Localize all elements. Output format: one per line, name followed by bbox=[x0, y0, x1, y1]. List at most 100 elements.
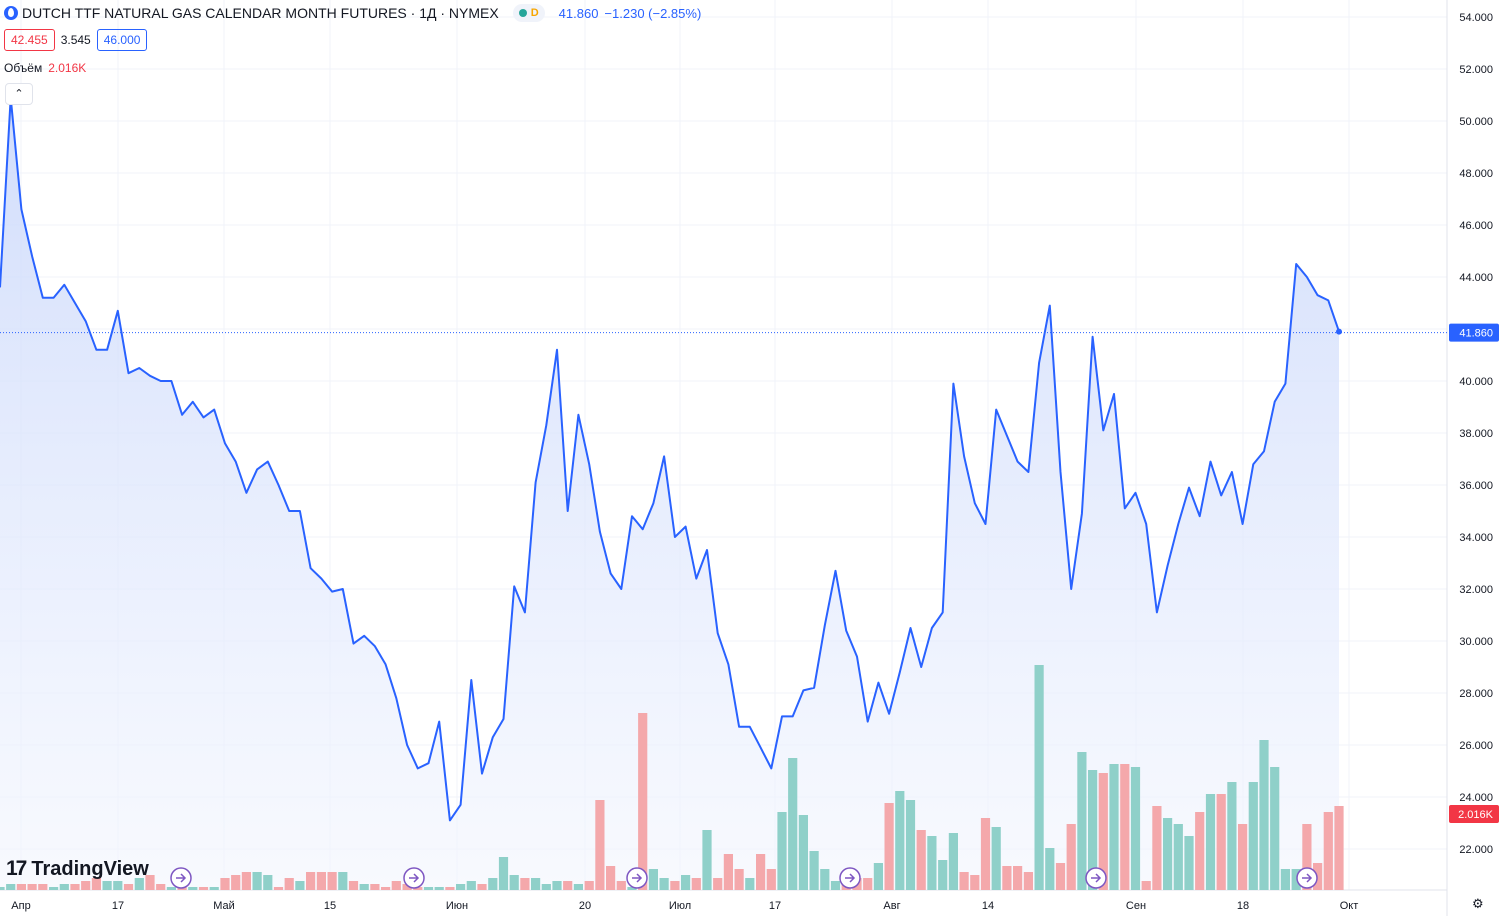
x-tick-label: Июн bbox=[446, 900, 468, 912]
volume-bar bbox=[734, 869, 744, 890]
volume-bar bbox=[16, 884, 26, 890]
volume-bar bbox=[1227, 782, 1237, 890]
volume-bar bbox=[1248, 782, 1258, 890]
y-tick-label: 34.000 bbox=[1459, 532, 1493, 544]
volume-bar bbox=[284, 878, 294, 890]
y-tick-label: 46.000 bbox=[1459, 220, 1493, 232]
volume-bar bbox=[509, 875, 519, 890]
volume-bar bbox=[1270, 767, 1280, 890]
volume-bar bbox=[616, 881, 626, 890]
volume-bar bbox=[873, 863, 883, 890]
volume-bar bbox=[573, 884, 583, 890]
volume-bar bbox=[1280, 869, 1290, 890]
volume-bar bbox=[423, 887, 434, 890]
volume-bar bbox=[38, 884, 48, 890]
collapse-legend-button[interactable]: ⌃ bbox=[5, 83, 33, 105]
volume-bar bbox=[830, 881, 841, 890]
volume-bar bbox=[948, 833, 958, 890]
volume-bar bbox=[327, 872, 337, 890]
y-tick-label: 24.000 bbox=[1459, 792, 1493, 804]
volume-bar bbox=[766, 869, 776, 890]
volume-bar bbox=[27, 884, 37, 890]
volume-bar bbox=[198, 887, 209, 890]
volume-bar bbox=[295, 881, 305, 890]
y-tick-label: 28.000 bbox=[1459, 688, 1493, 700]
volume-legend[interactable]: Объём 2.016K bbox=[4, 61, 86, 75]
tradingview-mark-icon: 17 bbox=[6, 857, 27, 880]
volume-bar bbox=[1045, 848, 1055, 890]
volume-bar bbox=[756, 854, 766, 890]
ask-button[interactable]: 46.000 bbox=[96, 29, 148, 51]
x-tick-label: Авг bbox=[883, 900, 900, 912]
x-tick-label: 17 bbox=[769, 900, 781, 912]
volume-bar bbox=[445, 887, 455, 890]
volume-bar bbox=[70, 884, 80, 890]
chart-settings-icon[interactable]: ⚙ bbox=[1472, 896, 1484, 911]
volume-bar bbox=[884, 803, 894, 890]
y-tick-label: 32.000 bbox=[1459, 584, 1493, 596]
volume-bar bbox=[991, 827, 1001, 890]
volume-bar bbox=[316, 872, 326, 890]
volume-bar bbox=[595, 800, 605, 890]
last-price-point bbox=[1336, 328, 1342, 335]
volume-bar bbox=[188, 887, 198, 890]
volume-bar bbox=[1205, 794, 1216, 890]
volume-bar bbox=[434, 887, 444, 890]
y-tick-label: 38.000 bbox=[1459, 428, 1493, 440]
volume-bar bbox=[959, 872, 969, 890]
volume-bar bbox=[606, 866, 616, 890]
bid-button[interactable]: 42.455 bbox=[4, 29, 55, 51]
volume-bar bbox=[156, 884, 166, 890]
volume-bar bbox=[1023, 872, 1033, 890]
event-arrow-icon bbox=[409, 873, 420, 883]
y-tick-label: 50.000 bbox=[1459, 116, 1493, 128]
x-tick-label: Апр bbox=[11, 900, 30, 912]
volume-bar bbox=[338, 872, 348, 890]
volume-bar bbox=[370, 884, 380, 890]
volume-legend-value: 2.016K bbox=[48, 61, 87, 75]
volume-bar bbox=[1259, 740, 1269, 890]
y-tick-label: 44.000 bbox=[1459, 272, 1493, 284]
symbol-title[interactable]: DUTCH TTF NATURAL GAS CALENDAR MONTH FUT… bbox=[22, 5, 499, 21]
volume-bar bbox=[1109, 764, 1119, 890]
volume-bar bbox=[584, 881, 594, 890]
current-price-tag-label: 41.860 bbox=[1459, 328, 1493, 340]
volume-bar bbox=[488, 878, 498, 890]
volume-bar bbox=[863, 878, 873, 890]
volume-bar bbox=[49, 887, 59, 890]
volume-bar bbox=[1216, 794, 1226, 890]
volume-bar bbox=[659, 878, 669, 890]
volume-bar bbox=[702, 830, 712, 890]
volume-bar bbox=[1323, 812, 1333, 890]
market-status-pill[interactable]: D bbox=[512, 4, 545, 22]
event-arrow-icon bbox=[1091, 873, 1102, 883]
volume-bar bbox=[745, 878, 755, 890]
x-tick-label: Сен bbox=[1126, 900, 1146, 912]
volume-bar bbox=[788, 758, 798, 890]
spread-value: 3.545 bbox=[60, 33, 91, 47]
volume-bar bbox=[402, 884, 412, 890]
price-area-fill bbox=[0, 97, 1339, 891]
volume-bar bbox=[477, 884, 487, 890]
volume-bar bbox=[670, 881, 680, 890]
flame-icon bbox=[4, 6, 18, 20]
volume-bar bbox=[691, 878, 701, 890]
volume-bar bbox=[252, 872, 262, 890]
volume-bar bbox=[359, 884, 369, 890]
volume-bar bbox=[798, 815, 808, 890]
volume-bar bbox=[263, 875, 273, 890]
volume-bar bbox=[681, 875, 691, 890]
x-tick-label: Май bbox=[213, 900, 235, 912]
volume-bar bbox=[1238, 824, 1248, 890]
volume-bar bbox=[273, 887, 284, 890]
volume-bar bbox=[648, 869, 658, 890]
y-tick-label: 30.000 bbox=[1459, 636, 1493, 648]
x-tick-label: 18 bbox=[1237, 900, 1249, 912]
volume-bar bbox=[723, 854, 733, 890]
x-tick-label: 14 bbox=[982, 900, 994, 912]
volume-bar bbox=[220, 878, 230, 890]
volume-bar bbox=[895, 791, 905, 890]
volume-bar bbox=[166, 887, 176, 890]
tradingview-logo[interactable]: 17 TradingView bbox=[6, 857, 149, 881]
